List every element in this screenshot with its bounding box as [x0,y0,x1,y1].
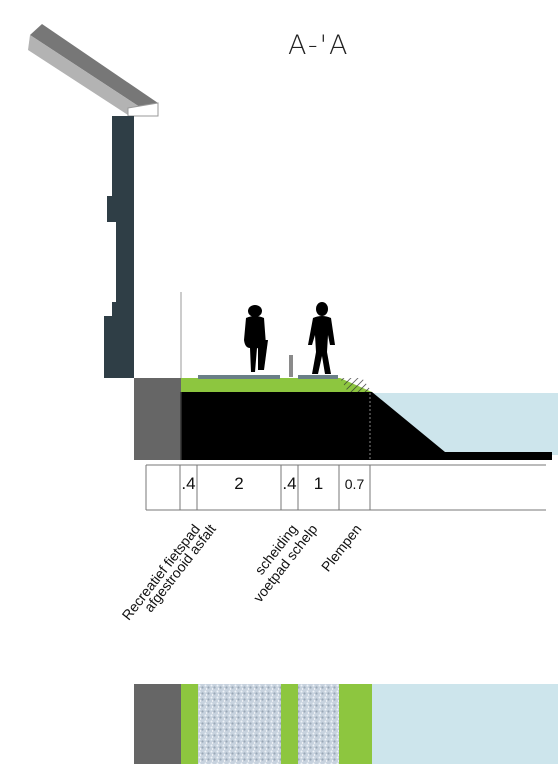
dim-foot-path: 1 [313,474,324,493]
plempen-hatch [340,378,372,392]
grass-layer [181,378,372,392]
cyclist-silhouette [244,305,268,372]
dim-buffer: .4 [181,474,196,493]
section-title: A-'A [288,30,350,61]
building-wall [104,116,134,378]
separation-post [289,355,293,377]
dim-cycle-path: 2 [234,474,244,493]
roof [28,24,159,117]
cycle-path-surface [198,375,280,379]
pedestrian-silhouette [308,302,335,374]
dim-separation: .4 [282,474,297,493]
asphalt-body [181,392,552,460]
quay-edge [134,378,181,460]
plan-view [134,684,558,764]
dimension-row [145,464,546,511]
dim-plempen: 0.7 [344,476,365,492]
foot-path-surface [298,375,338,379]
